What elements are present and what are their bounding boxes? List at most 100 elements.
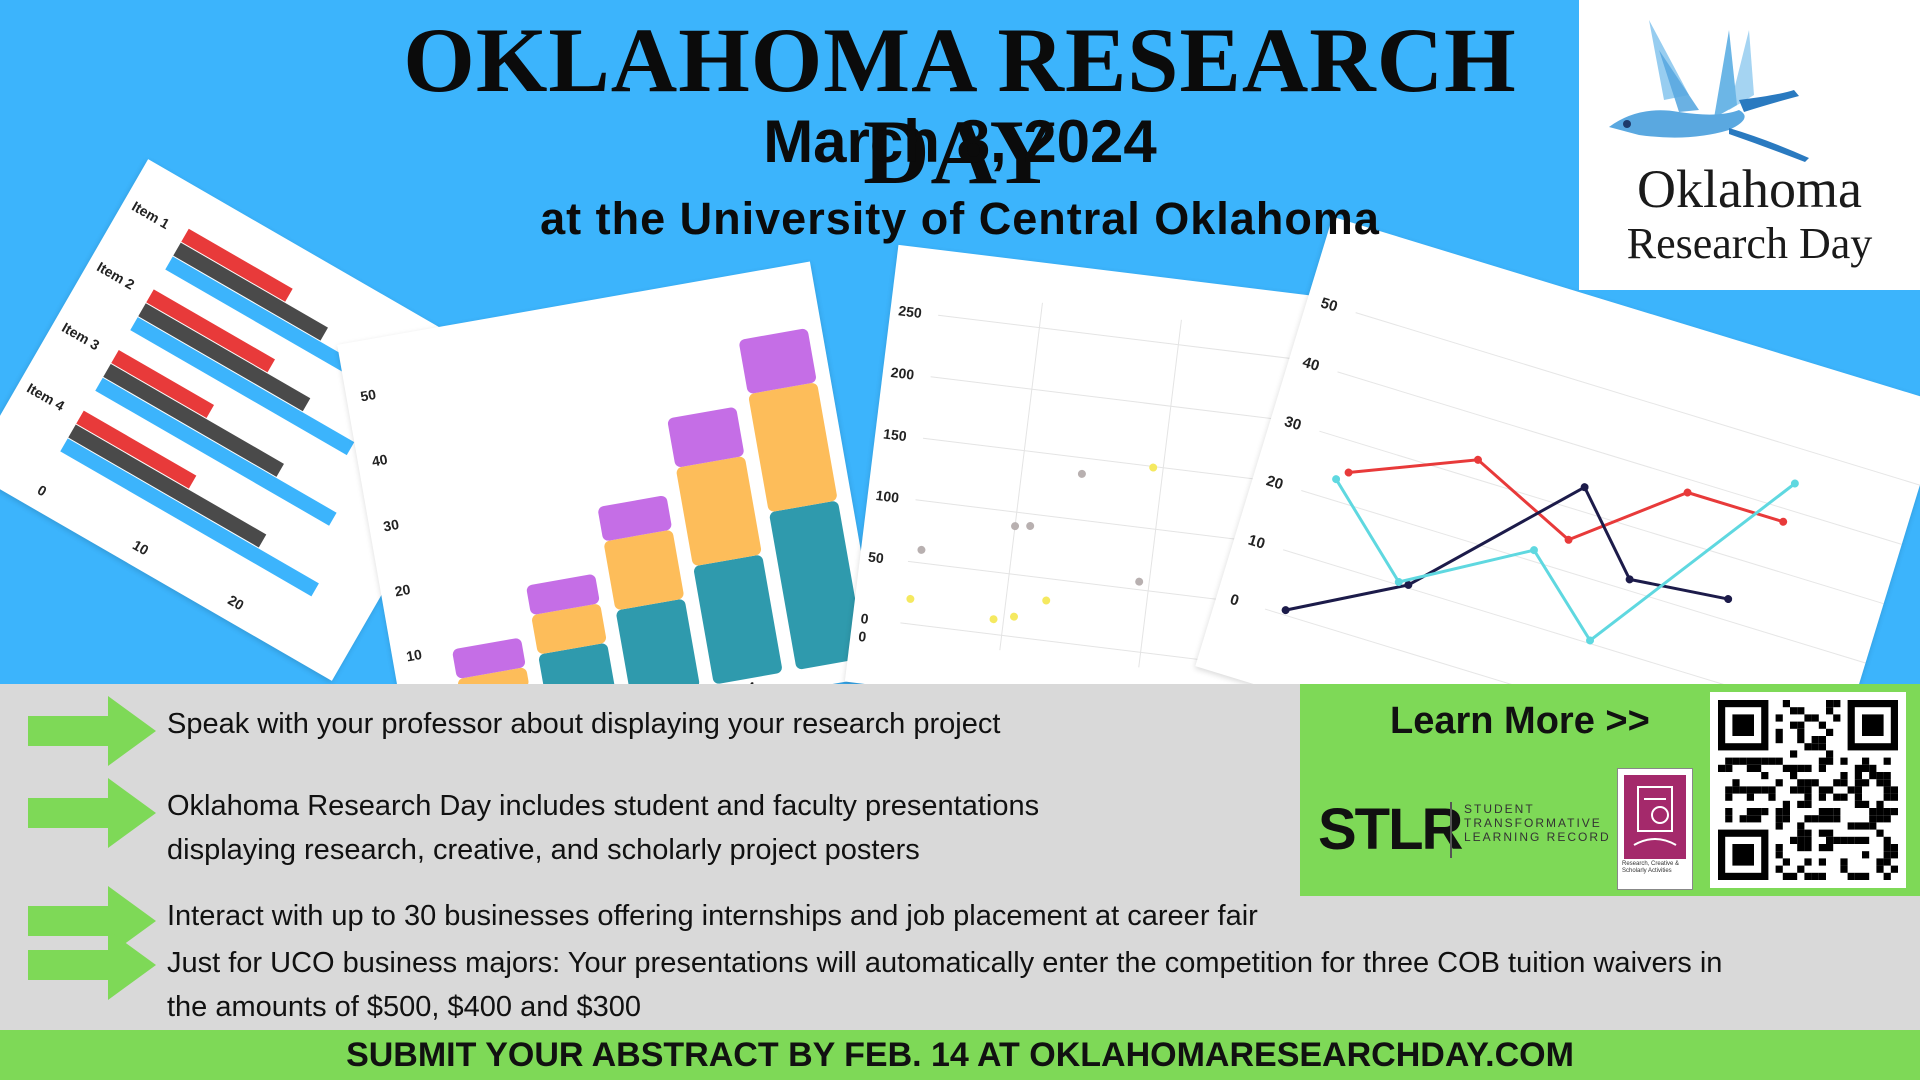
qr-module bbox=[1725, 786, 1733, 794]
stacked-bar-segment bbox=[667, 407, 744, 468]
scatter-tick-label: 50 bbox=[867, 549, 885, 567]
line-point bbox=[1625, 575, 1634, 584]
bullet-4-line-2: the amounts of $500, $400 and $300 bbox=[167, 991, 642, 1023]
qr-module bbox=[1754, 757, 1762, 765]
qr-module bbox=[1732, 779, 1740, 787]
stacked-bar-segment bbox=[457, 667, 529, 684]
line-point bbox=[1344, 468, 1353, 477]
hbar-bar bbox=[138, 303, 311, 412]
hbar-bar bbox=[181, 228, 293, 302]
badge-caption: Research, Creative & Scholarly Activitie… bbox=[1622, 861, 1680, 874]
arrow-icon bbox=[28, 886, 156, 956]
qr-module bbox=[1761, 808, 1769, 816]
scatter-point bbox=[1135, 577, 1144, 586]
qr-module bbox=[1854, 786, 1862, 794]
stacked-tick-label: 50 bbox=[359, 386, 377, 404]
qr-module bbox=[1876, 865, 1884, 873]
qr-module bbox=[1869, 822, 1877, 830]
bullet-2-line-1: Oklahoma Research Day includes student a… bbox=[167, 790, 1040, 822]
qr-module bbox=[1826, 757, 1834, 765]
submit-abstract-cta[interactable]: SUBMIT YOUR ABSTRACT BY FEB. 14 AT OKLAH… bbox=[346, 1036, 1574, 1074]
qr-module bbox=[1804, 786, 1812, 794]
qr-module bbox=[1790, 764, 1798, 772]
qr-module bbox=[1804, 714, 1812, 722]
stacked-category-label: Item 4 bbox=[714, 679, 757, 684]
qr-module bbox=[1862, 836, 1870, 844]
line-point bbox=[1779, 517, 1788, 526]
qr-module bbox=[1739, 815, 1747, 823]
qr-module bbox=[1818, 858, 1826, 866]
qr-module bbox=[1725, 757, 1733, 765]
logo-line-1: Oklahoma bbox=[1637, 159, 1862, 219]
scatter-x-tick-label: 0 bbox=[858, 628, 868, 645]
hbar-category-label: Item 4 bbox=[24, 380, 67, 414]
scatter-tick-label: 200 bbox=[890, 364, 915, 383]
qr-module bbox=[1775, 714, 1783, 722]
scatter-gridline bbox=[922, 437, 1313, 487]
qr-module bbox=[1768, 793, 1776, 801]
qr-module bbox=[1725, 764, 1733, 772]
stacked-bar-segment bbox=[598, 495, 672, 541]
learn-more-link[interactable]: Learn More >> bbox=[1390, 700, 1650, 742]
qr-module bbox=[1876, 815, 1884, 823]
qr-module bbox=[1811, 872, 1819, 880]
bullet-1-line-1: Speak with your professor about displayi… bbox=[167, 708, 1001, 740]
qr-module bbox=[1782, 858, 1790, 866]
qr-module bbox=[1790, 786, 1798, 794]
logo: Oklahoma Research Day bbox=[1579, 0, 1920, 290]
qr-module bbox=[1883, 786, 1891, 794]
stacked-bar-segment bbox=[739, 328, 816, 394]
info-panel: Speak with your professor about displayi… bbox=[0, 684, 1920, 1030]
qr-module bbox=[1797, 707, 1805, 715]
qr-module bbox=[1854, 822, 1862, 830]
qr-module bbox=[1761, 757, 1769, 765]
qr-module bbox=[1833, 700, 1841, 708]
qr-module bbox=[1775, 844, 1783, 852]
qr-module bbox=[1804, 836, 1812, 844]
arrow-icon bbox=[28, 696, 156, 766]
qr-module bbox=[1797, 865, 1805, 873]
qr-module bbox=[1826, 815, 1834, 823]
learn-more-panel[interactable]: Learn More >> STLR STUDENT TRANSFORMATIV… bbox=[1300, 684, 1920, 896]
stacked-tick-label: 20 bbox=[394, 581, 412, 599]
qr-module bbox=[1725, 793, 1733, 801]
scatter-point bbox=[906, 594, 915, 603]
hbar-category-label: Item 2 bbox=[94, 259, 137, 293]
qr-module bbox=[1818, 786, 1826, 794]
qr-module bbox=[1797, 786, 1805, 794]
stacked-bar-segment bbox=[694, 555, 782, 684]
qr-module bbox=[1883, 793, 1891, 801]
qr-module bbox=[1811, 714, 1819, 722]
qr-module bbox=[1775, 736, 1783, 744]
qr-module bbox=[1840, 865, 1848, 873]
scatter-point bbox=[1077, 469, 1086, 478]
qr-module bbox=[1804, 764, 1812, 772]
qr-module bbox=[1862, 851, 1870, 859]
qr-module bbox=[1739, 757, 1747, 765]
qr-module bbox=[1818, 844, 1826, 852]
line-point bbox=[1473, 455, 1482, 464]
hbar-category-label: Item 3 bbox=[59, 319, 102, 353]
qr-module bbox=[1883, 851, 1891, 859]
qr-finder-core bbox=[1732, 714, 1754, 736]
qr-module bbox=[1883, 836, 1891, 844]
qr-module bbox=[1818, 743, 1826, 751]
line-tick-label: 0 bbox=[1228, 591, 1241, 610]
qr-module bbox=[1790, 721, 1798, 729]
qr-module bbox=[1826, 786, 1834, 794]
qr-module bbox=[1804, 800, 1812, 808]
scatter-gridline bbox=[999, 302, 1043, 651]
hbar-bar bbox=[146, 289, 275, 373]
line-point bbox=[1790, 479, 1799, 488]
logo-line-2: Research Day bbox=[1626, 219, 1873, 268]
qr-module bbox=[1869, 815, 1877, 823]
qr-module bbox=[1754, 808, 1762, 816]
qr-module bbox=[1883, 872, 1891, 880]
research-badge-icon bbox=[1624, 775, 1686, 859]
arrow-icon bbox=[28, 930, 156, 1000]
qr-code-icon[interactable] bbox=[1710, 692, 1906, 888]
hbar-bar bbox=[95, 377, 337, 526]
qr-module bbox=[1797, 779, 1805, 787]
qr-module bbox=[1782, 808, 1790, 816]
qr-module bbox=[1804, 779, 1812, 787]
